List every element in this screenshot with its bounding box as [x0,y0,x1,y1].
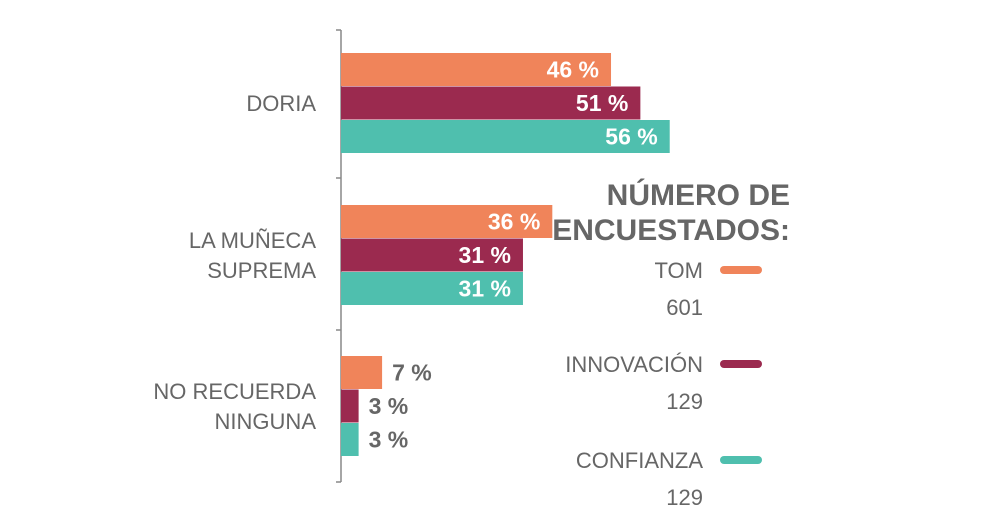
category-label: NO RECUERDA [153,379,316,404]
data-label: 31 % [459,242,511,268]
legend-label: TOM [655,258,703,283]
legend-count: 129 [666,389,703,414]
legend-title: NÚMERO DE [607,178,790,212]
bar-confianza [341,120,670,153]
data-label: 46 % [547,57,599,83]
legend-count: 601 [666,295,703,320]
bar-confianza [341,423,359,456]
bar-innovación [341,238,523,272]
legend-label: INNOVACIÓN [565,352,703,377]
legend-title: ENCUESTADOS: [552,214,790,247]
bar-tom [341,205,553,238]
bar-innovación [341,389,359,423]
category-label: LA MUÑECA [189,228,316,253]
category-label: NINGUNA [215,409,317,434]
data-label: 56 % [605,124,657,150]
data-label: 3 % [369,393,409,419]
bar-innovación [341,86,641,120]
data-label: 51 % [576,90,628,116]
data-label: 7 % [392,360,432,386]
data-label: 36 % [488,209,540,235]
bar-confianza [341,272,523,305]
legend-count: 129 [666,485,703,510]
bar-tom [341,356,383,389]
bar-tom [341,53,612,86]
data-label: 3 % [369,427,409,453]
data-label: 31 % [459,276,511,302]
legend-label: CONFIANZA [576,448,703,473]
category-label: SUPREMA [207,258,316,283]
category-label: DORIA [246,91,316,116]
